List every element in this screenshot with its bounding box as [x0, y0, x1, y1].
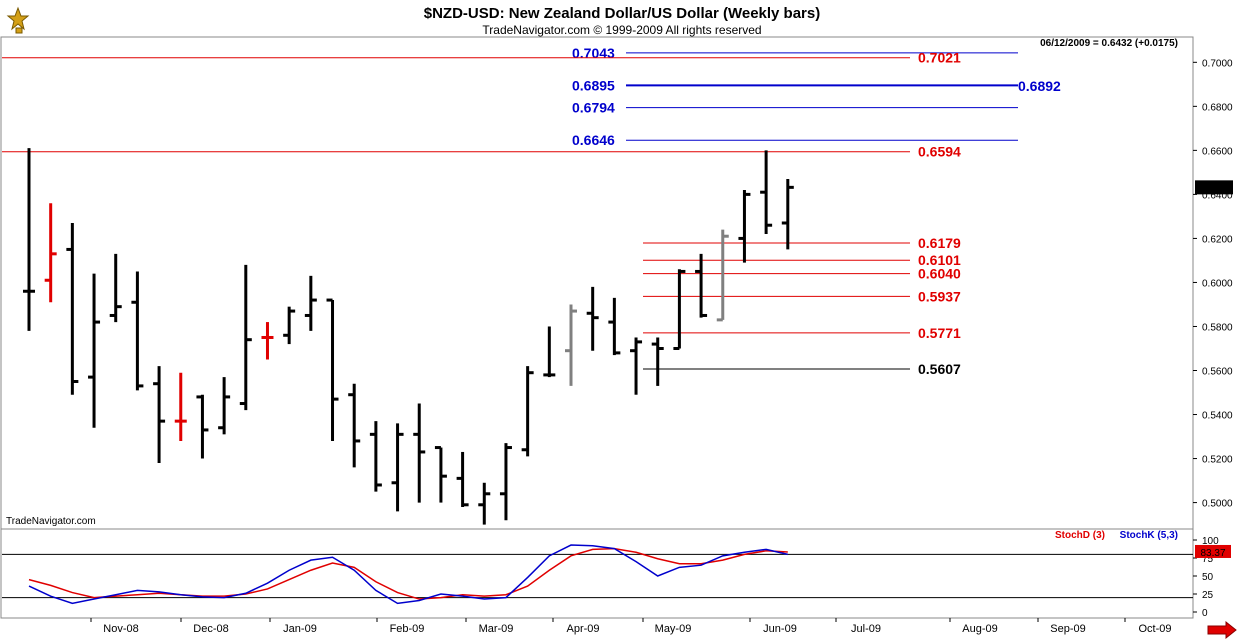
- price-bar: [651, 337, 664, 386]
- scroll-right-arrow-icon[interactable]: [1207, 620, 1237, 640]
- level-label: 0.6895: [572, 77, 615, 93]
- level-label: 0.6794: [572, 100, 615, 116]
- x-tick-label: Aug-09: [962, 623, 997, 635]
- stochastic-panel: 100 75 50 25 0: [2, 536, 1219, 619]
- price-bar: [586, 286, 599, 351]
- x-tick-label: Mar-09: [479, 623, 514, 635]
- stoch-tick-label: 50: [1202, 572, 1214, 583]
- last-price-label: 0.6432: [1199, 183, 1230, 194]
- price-bar: [369, 421, 382, 492]
- y-tick-label: 0.5800: [1202, 322, 1233, 333]
- chart-subtitle: TradeNavigator.com © 1999-2009 All right…: [482, 23, 761, 37]
- price-bar: [608, 297, 621, 356]
- price-bar: [456, 451, 469, 507]
- stoch-last-label: 83.37: [1200, 548, 1225, 559]
- price-bar: [218, 377, 231, 435]
- level-label: 0.7021: [918, 50, 961, 66]
- x-tick-label: Nov-08: [103, 623, 138, 635]
- stoch-d-legend: StochD (3): [1055, 530, 1105, 541]
- price-bar: [196, 394, 209, 459]
- price-bar: [348, 383, 361, 468]
- level-label: 0.6594: [918, 144, 961, 160]
- price-bar: [66, 223, 79, 395]
- watermark: TradeNavigator.com: [6, 516, 96, 527]
- x-tick-label: Sep-09: [1050, 623, 1085, 635]
- fib-levels: 0.7043 0.7021 0.6895 0.6892 0.6794 0.6646 0.65…: [2, 45, 1061, 377]
- x-tick-label: Feb-09: [390, 623, 425, 635]
- stoch-tick-label: 25: [1202, 590, 1214, 601]
- stoch-last-marker: 83.37: [1195, 544, 1231, 559]
- price-bar: [760, 150, 773, 235]
- price-bar: [434, 446, 447, 503]
- level-label: 0.6179: [918, 235, 961, 251]
- level-label: 0.6646: [572, 132, 615, 148]
- y-tick-label: 0.6400: [1202, 190, 1233, 201]
- level-label: 0.6892: [1018, 78, 1061, 94]
- price-bar: [326, 298, 339, 441]
- price-bar: [630, 337, 643, 395]
- y-tick-label: 0.5400: [1202, 411, 1233, 422]
- status-line: 06/12/2009 = 0.6432 (+0.0175): [1040, 38, 1178, 49]
- price-bar: [543, 326, 556, 378]
- price-bar: [565, 304, 577, 386]
- x-tick-label: Jun-09: [763, 623, 797, 635]
- last-price-marker: 0.6432: [1195, 180, 1233, 195]
- price-bar: [673, 269, 686, 350]
- price-bar: [304, 275, 317, 331]
- price-bar: [478, 482, 491, 525]
- stoch-tick-label: 75: [1202, 554, 1214, 565]
- stoch-line: [28, 544, 788, 605]
- logo-icon[interactable]: [6, 6, 30, 34]
- price-bar: [738, 189, 751, 263]
- price-bar: [153, 366, 166, 463]
- y-tick-label: 0.6000: [1202, 278, 1233, 289]
- price-bars: [23, 148, 794, 525]
- level-label: 0.7043: [572, 45, 615, 61]
- y-tick-label: 0.6600: [1202, 146, 1233, 157]
- price-bar: [716, 229, 729, 322]
- price-bar: [781, 178, 794, 250]
- x-tick-label: Dec-08: [193, 623, 228, 635]
- stoch-tick-label: 100: [1202, 536, 1219, 547]
- stoch-panel-frame: [0, 528, 1194, 619]
- price-bar: [521, 366, 534, 457]
- month-x-axis: Nov-08 Dec-08 Jan-09 Feb-09 Mar-09 Apr-09 May-…: [90, 618, 1172, 635]
- y-tick-label: 0.6200: [1202, 234, 1233, 245]
- price-bar: [174, 372, 187, 441]
- chart-title: $NZD-USD: New Zealand Dollar/US Dollar (…: [424, 5, 820, 22]
- price-bar: [413, 403, 426, 503]
- y-tick-label: 0.5000: [1202, 499, 1233, 510]
- x-tick-label: Jan-09: [283, 623, 317, 635]
- x-tick-label: Oct-09: [1138, 623, 1171, 635]
- y-tick-label: 0.6800: [1202, 102, 1233, 113]
- price-bar: [499, 443, 512, 521]
- price-bar: [109, 253, 122, 323]
- y-tick-label: 0.5600: [1202, 367, 1233, 378]
- stoch-line: [28, 547, 788, 600]
- y-tick-label: 0.7000: [1202, 58, 1233, 69]
- level-label: 0.5607: [918, 361, 961, 377]
- price-bar: [88, 273, 101, 428]
- price-bar: [391, 423, 404, 512]
- x-tick-label: May-09: [655, 623, 692, 635]
- level-label: 0.6040: [918, 266, 961, 282]
- y-tick-label: 0.5200: [1202, 455, 1233, 466]
- stoch-tick-label: 0: [1202, 608, 1208, 619]
- level-label: 0.5937: [918, 288, 961, 304]
- price-bar: [239, 264, 252, 411]
- x-tick-label: Apr-09: [566, 623, 599, 635]
- price-bar: [23, 148, 35, 331]
- price-y-axis: 0.7000 0.6800 0.6600 0.6400 0.6200 0.6000 0.58…: [1193, 58, 1233, 510]
- level-label: 0.6101: [918, 252, 961, 268]
- x-tick-label: Jul-09: [851, 623, 881, 635]
- price-bar: [261, 322, 274, 360]
- level-label: 0.5771: [918, 325, 961, 341]
- stoch-k-legend: StochK (5,3): [1120, 530, 1178, 541]
- price-bar: [695, 253, 708, 318]
- price-bar: [283, 306, 296, 345]
- price-bar: [44, 203, 57, 303]
- price-bar: [131, 271, 144, 391]
